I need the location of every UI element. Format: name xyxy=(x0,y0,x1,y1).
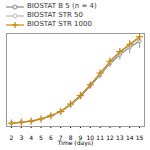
html-text:BIOSTAT B 5 (n = 4): BIOSTAT B 5 (n = 4) xyxy=(27,2,97,10)
svg-text:13: 13 xyxy=(116,134,124,141)
svg-text:15: 15 xyxy=(136,134,144,141)
svg-text:10: 10 xyxy=(86,133,95,141)
svg-text:2: 2 xyxy=(10,134,14,141)
svg-text:11: 11 xyxy=(96,134,104,141)
svg-text:4: 4 xyxy=(29,134,33,141)
html-text:BIOSTAT STR 50: BIOSTAT STR 50 xyxy=(27,11,83,19)
html-text:BIOSTAT STR 1000: BIOSTAT STR 1000 xyxy=(27,20,92,28)
svg-text:7: 7 xyxy=(58,133,63,141)
svg-text:3: 3 xyxy=(19,134,23,141)
svg-text:6: 6 xyxy=(49,134,53,141)
svg-text:9: 9 xyxy=(78,133,83,141)
svg-text:5: 5 xyxy=(39,134,43,141)
svg-text:12: 12 xyxy=(106,134,114,141)
svg-text:Time (days): Time (days) xyxy=(57,139,93,147)
svg-text:8: 8 xyxy=(68,133,73,141)
svg-text:14: 14 xyxy=(126,134,134,141)
